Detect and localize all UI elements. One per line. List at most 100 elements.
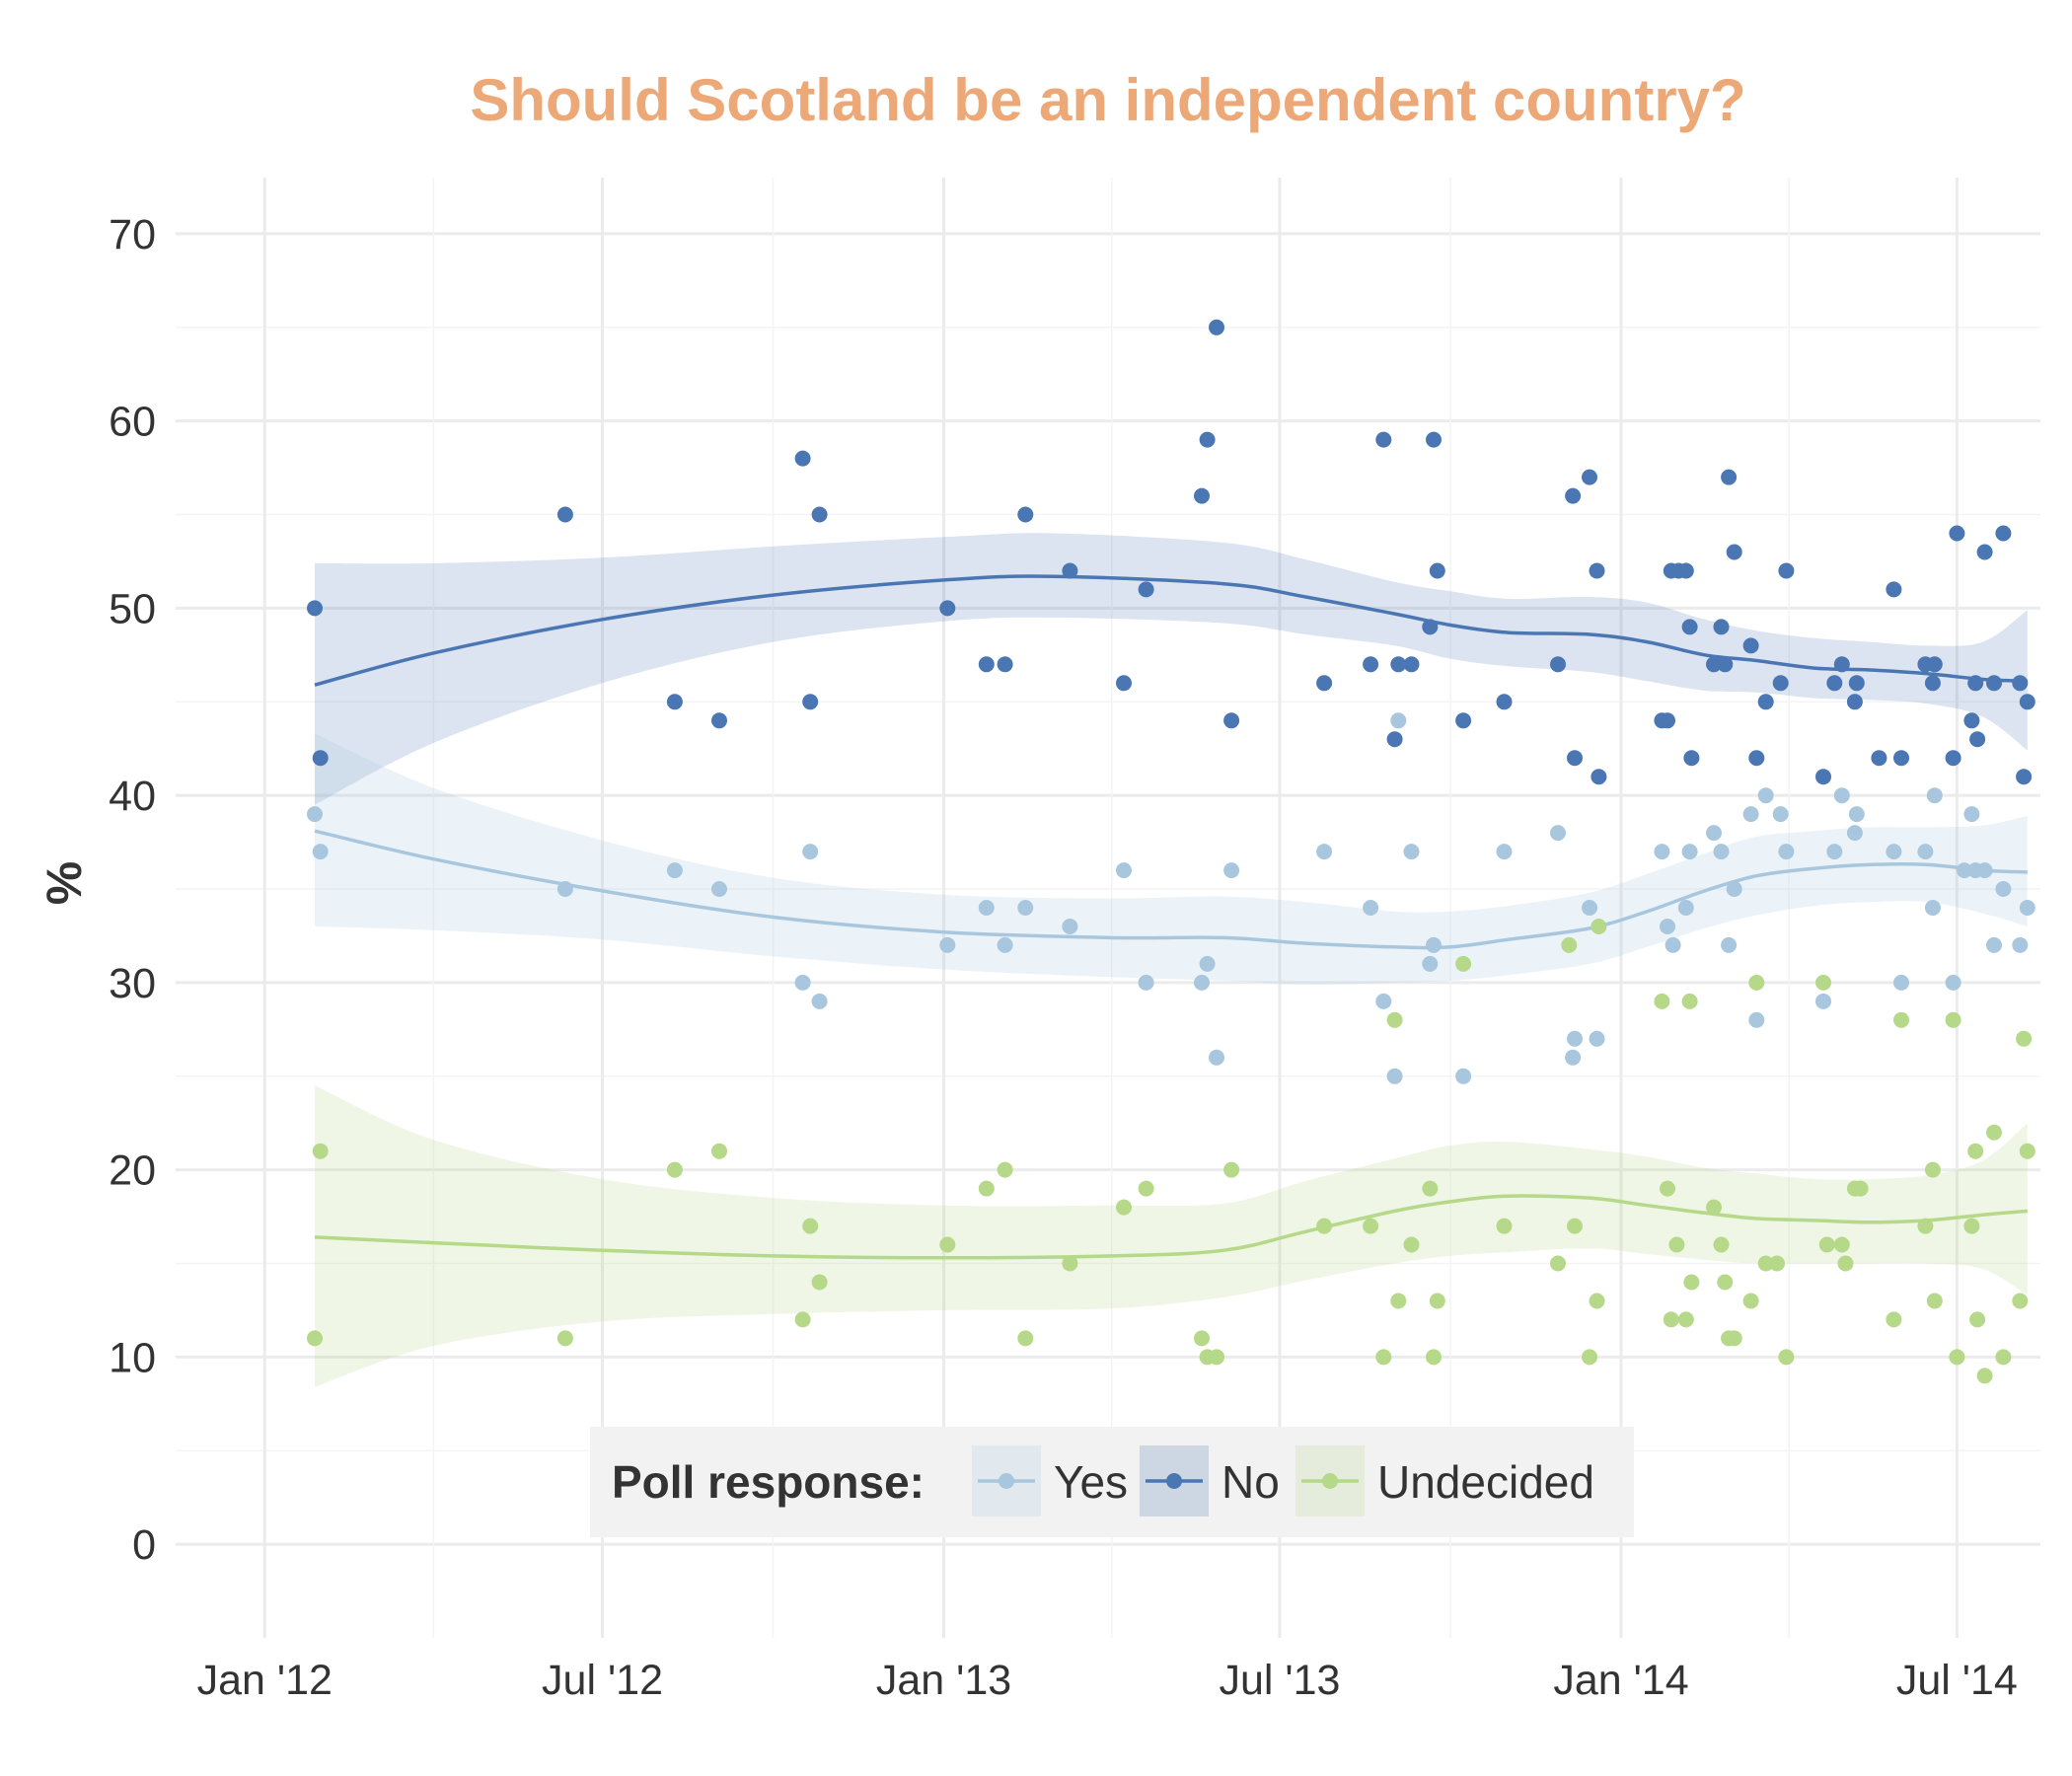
legend-label-no: No (1221, 1456, 1280, 1508)
point-undecided (1986, 1124, 2002, 1141)
point-undecided (1663, 1311, 1679, 1328)
point-yes (1924, 900, 1941, 916)
point-no (1826, 675, 1843, 692)
point-yes (1062, 919, 1078, 934)
point-undecided (556, 1330, 573, 1347)
point-no (1986, 675, 2002, 692)
point-yes (1893, 974, 1909, 991)
point-yes (1223, 862, 1240, 879)
point-no (1967, 675, 1984, 692)
point-undecided (2012, 1293, 2029, 1309)
point-undecided (1713, 1236, 1730, 1253)
x-tick-label: Jan '14 (1553, 1657, 1688, 1704)
point-undecided (1062, 1255, 1078, 1272)
point-undecided (802, 1218, 819, 1234)
point-undecided (1017, 1330, 1034, 1347)
point-yes (1116, 862, 1132, 879)
point-yes (1963, 806, 1980, 823)
chart-title: Should Scotland be an independent countr… (470, 67, 1745, 133)
point-yes (802, 844, 819, 860)
point-undecided (1748, 974, 1765, 991)
point-no (978, 656, 995, 673)
point-yes (1582, 900, 1597, 916)
point-no (1748, 750, 1765, 767)
point-yes (1565, 1049, 1582, 1066)
point-yes (1995, 881, 2012, 897)
point-undecided (1660, 1180, 1675, 1197)
point-undecided (1683, 1274, 1700, 1291)
point-undecided (1837, 1255, 1854, 1272)
point-no (1422, 619, 1439, 635)
legend-title: Poll response: (612, 1456, 925, 1508)
point-yes (1956, 862, 1972, 879)
point-no (1926, 656, 1943, 673)
point-yes (1945, 974, 1961, 991)
band-no (315, 533, 2028, 805)
y-tick-label: 0 (132, 1521, 156, 1569)
point-no (1742, 637, 1759, 654)
point-undecided (1591, 919, 1607, 934)
point-yes (997, 936, 1013, 953)
point-no (1772, 675, 1789, 692)
point-yes (1375, 993, 1392, 1009)
point-no (1683, 750, 1700, 767)
point-undecided (1893, 1011, 1909, 1028)
point-no (307, 600, 323, 617)
point-yes (1316, 844, 1333, 860)
point-yes (1848, 806, 1865, 823)
point-undecided (997, 1161, 1013, 1178)
point-undecided (1429, 1293, 1445, 1309)
point-yes (1567, 1030, 1583, 1047)
trend-line-yes (314, 829, 2028, 950)
point-undecided (1138, 1180, 1154, 1197)
point-yes (307, 806, 323, 823)
point-yes (1455, 1068, 1472, 1084)
point-undecided (1717, 1274, 1734, 1291)
point-yes (1778, 844, 1795, 860)
point-no (1589, 562, 1605, 579)
y-tick-label: 60 (109, 399, 156, 446)
trend-lines (314, 574, 2028, 1260)
point-undecided (1815, 974, 1831, 991)
point-no (1848, 675, 1865, 692)
point-no (1871, 750, 1887, 767)
point-undecided (1194, 1330, 1210, 1347)
point-yes (1772, 806, 1789, 823)
point-no (1386, 731, 1403, 748)
point-yes (1833, 787, 1850, 804)
point-undecided (1757, 1255, 1774, 1272)
point-undecided (1496, 1218, 1513, 1234)
point-undecided (1223, 1161, 1240, 1178)
y-tick-label: 70 (109, 211, 156, 259)
point-yes (1589, 1030, 1605, 1047)
point-undecided (1386, 1011, 1403, 1028)
point-undecided (1677, 1311, 1694, 1328)
point-undecided (1426, 1349, 1442, 1366)
point-undecided (1455, 955, 1472, 972)
point-yes (1742, 806, 1759, 823)
point-no (1706, 656, 1722, 673)
point-no (1945, 750, 1961, 767)
point-no (1455, 712, 1472, 729)
point-no (1969, 731, 1986, 748)
point-no (1403, 656, 1420, 673)
point-no (1717, 656, 1734, 673)
point-undecided (1403, 1236, 1420, 1253)
point-undecided (1582, 1349, 1597, 1366)
point-undecided (978, 1180, 995, 1197)
point-no (811, 506, 828, 523)
point-undecided (1316, 1218, 1333, 1234)
point-yes (939, 936, 956, 953)
point-yes (1017, 900, 1034, 916)
point-no (1886, 581, 1902, 598)
point-no (1963, 712, 1980, 729)
point-no (1726, 544, 1742, 560)
point-no (1017, 506, 1034, 523)
point-yes (1726, 881, 1742, 897)
legend-label-undecided: Undecided (1377, 1456, 1594, 1508)
point-yes (1403, 844, 1420, 860)
point-no (2016, 769, 2033, 785)
trend-line-no (314, 574, 2028, 687)
legend-dot-yes (999, 1473, 1014, 1489)
point-yes (1390, 712, 1407, 729)
